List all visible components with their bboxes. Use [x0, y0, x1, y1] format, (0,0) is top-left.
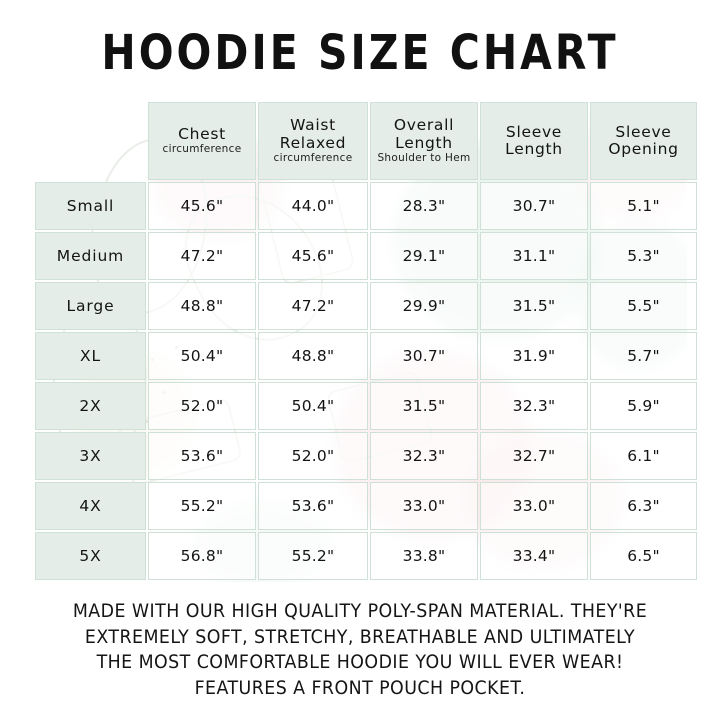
- table-row: 5X 56.8" 55.2" 33.8" 33.4" 6.5": [35, 532, 697, 580]
- table-row: 2X 52.0" 50.4" 31.5" 32.3" 5.9": [35, 382, 697, 430]
- measurement-cell: 33.4": [480, 532, 588, 580]
- table-row: Medium 47.2" 45.6" 29.1" 31.1" 5.3": [35, 232, 697, 280]
- measurement-cell: 29.9": [370, 282, 478, 330]
- measurement-cell: 5.3": [590, 232, 697, 280]
- measurement-cell: 52.0": [258, 432, 368, 480]
- header-overall-length: Overall Length Shoulder to Hem: [370, 102, 478, 180]
- measurement-cell: 33.8": [370, 532, 478, 580]
- header-sleeve-length: Sleeve Length: [480, 102, 588, 180]
- header-sleeve-length-line2: Length: [505, 140, 563, 158]
- page-title: HOODIE SIZE CHART: [101, 24, 619, 81]
- measurement-cell: 31.5": [480, 282, 588, 330]
- measurement-cell: 31.5": [370, 382, 478, 430]
- header-overall-line1: Overall: [393, 116, 455, 135]
- measurement-cell: 32.3": [370, 432, 478, 480]
- measurement-cell: 5.5": [590, 282, 697, 330]
- size-label-cell: 5X: [35, 532, 146, 580]
- measurement-cell: 32.3": [480, 382, 588, 430]
- header-chest: Chest circumference: [148, 102, 256, 180]
- header-sleeve-opening-line2: Opening: [608, 140, 679, 158]
- measurement-cell: 48.8": [148, 282, 256, 330]
- header-overall-line2: Length: [395, 133, 453, 152]
- table-header: Chest circumference Waist Relaxed circum…: [35, 102, 697, 180]
- measurement-cell: 5.1": [590, 182, 697, 230]
- measurement-cell: 53.6": [258, 482, 368, 530]
- header-waist-line1: Waist: [290, 116, 336, 135]
- footer-line-1: MADE WITH OUR HIGH QUALITY POLY-SPAN MAT…: [72, 601, 648, 623]
- table-row: 3X 53.6" 52.0" 32.3" 32.7" 6.1": [35, 432, 697, 480]
- measurement-cell: 44.0": [258, 182, 368, 230]
- measurement-cell: 56.8": [148, 532, 256, 580]
- measurement-cell: 50.4": [258, 382, 368, 430]
- measurement-cell: 5.9": [590, 382, 697, 430]
- measurement-cell: 28.3": [370, 182, 478, 230]
- measurement-cell: 33.0": [480, 482, 588, 530]
- measurement-cell: 29.1": [370, 232, 478, 280]
- measurement-cell: 55.2": [148, 482, 256, 530]
- measurement-cell: 30.7": [370, 332, 478, 380]
- measurement-cell: 32.7": [480, 432, 588, 480]
- measurement-cell: 52.0": [148, 382, 256, 430]
- table-row: Small 45.6" 44.0" 28.3" 30.7" 5.1": [35, 182, 697, 230]
- header-waist-sub: circumference: [273, 151, 353, 164]
- size-label-cell: Large: [35, 282, 146, 330]
- header-corner-cell: [35, 102, 146, 180]
- measurement-cell: 6.1": [590, 432, 697, 480]
- table-row: 4X 55.2" 53.6" 33.0" 33.0" 6.3": [35, 482, 697, 530]
- measurement-cell: 5.7": [590, 332, 697, 380]
- size-label-cell: Medium: [35, 232, 146, 280]
- header-overall-sub: Shoulder to Hem: [377, 151, 471, 164]
- measurement-cell: 30.7": [480, 182, 588, 230]
- measurement-cell: 6.3": [590, 482, 697, 530]
- size-label-cell: 4X: [35, 482, 146, 530]
- measurement-cell: 53.6": [148, 432, 256, 480]
- measurement-cell: 50.4": [148, 332, 256, 380]
- header-sleeve-opening-line1: Sleeve: [615, 122, 672, 141]
- header-waist-relaxed: Waist Relaxed circumference: [258, 102, 368, 180]
- measurement-cell: 33.0": [370, 482, 478, 530]
- measurement-cell: 6.5": [590, 532, 697, 580]
- size-chart-table: Chest circumference Waist Relaxed circum…: [33, 100, 699, 582]
- table-row: XL 50.4" 48.8" 30.7" 31.9" 5.7": [35, 332, 697, 380]
- table-row: Large 48.8" 47.2" 29.9" 31.5" 5.5": [35, 282, 697, 330]
- measurement-cell: 31.9": [480, 332, 588, 380]
- table-body: Small 45.6" 44.0" 28.3" 30.7" 5.1" Medium 47.2"…: [35, 182, 697, 580]
- size-label-cell: 2X: [35, 382, 146, 430]
- measurement-cell: 45.6": [258, 232, 368, 280]
- measurement-cell: 45.6": [148, 182, 256, 230]
- size-label-cell: XL: [35, 332, 146, 380]
- footer-line-2: EXTREMELY SOFT, STRETCHY, BREATHABLE AND…: [84, 626, 636, 648]
- measurement-cell: 48.8": [258, 332, 368, 380]
- size-label-cell: Small: [35, 182, 146, 230]
- header-sleeve-opening: Sleeve Opening: [590, 102, 697, 180]
- footer-description: MADE WITH OUR HIGH QUALITY POLY-SPAN MAT…: [0, 600, 720, 702]
- footer-line-4: FEATURES A FRONT POUCH POCKET.: [194, 677, 526, 699]
- header-chest-main: Chest: [178, 124, 226, 143]
- size-label-cell: 3X: [35, 432, 146, 480]
- header-row: Chest circumference Waist Relaxed circum…: [35, 102, 697, 180]
- measurement-cell: 55.2": [258, 532, 368, 580]
- footer-line-3: THE MOST COMFORTABLE HOODIE YOU WILL EVE…: [96, 652, 624, 674]
- header-waist-line2: Relaxed: [279, 133, 347, 152]
- header-sleeve-length-line1: Sleeve: [505, 122, 563, 141]
- measurement-cell: 31.1": [480, 232, 588, 280]
- header-chest-sub: circumference: [162, 143, 242, 156]
- measurement-cell: 47.2": [258, 282, 368, 330]
- measurement-cell: 47.2": [148, 232, 256, 280]
